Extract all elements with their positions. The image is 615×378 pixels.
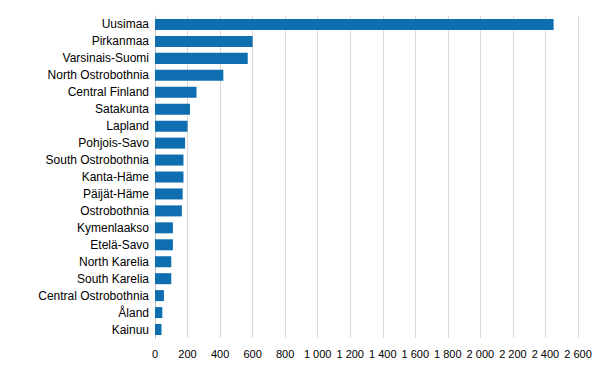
svg-text:South Karelia: South Karelia (77, 272, 149, 286)
svg-text:Kainuu: Kainuu (112, 323, 149, 337)
svg-text:Uusimaa: Uusimaa (102, 17, 150, 31)
svg-text:North Karelia: North Karelia (79, 255, 149, 269)
svg-text:2 400: 2 400 (532, 348, 560, 360)
svg-text:Pohjois-Savo: Pohjois-Savo (78, 136, 149, 150)
svg-text:1 000: 1 000 (304, 348, 332, 360)
svg-text:400: 400 (211, 348, 229, 360)
svg-text:Kanta-Häme: Kanta-Häme (82, 170, 150, 184)
svg-text:2 000: 2 000 (467, 348, 495, 360)
svg-text:North Ostrobothnia: North Ostrobothnia (48, 68, 150, 82)
svg-text:1 200: 1 200 (336, 348, 364, 360)
svg-text:Kymenlaakso: Kymenlaakso (77, 221, 149, 235)
svg-text:Päijät-Häme: Päijät-Häme (83, 187, 149, 201)
svg-text:200: 200 (178, 348, 196, 360)
svg-text:Ostrobothnia: Ostrobothnia (80, 204, 149, 218)
svg-text:Åland: Åland (118, 305, 149, 320)
svg-text:800: 800 (276, 348, 294, 360)
svg-text:2 200: 2 200 (499, 348, 527, 360)
svg-text:Central Finland: Central Finland (68, 85, 149, 99)
svg-text:Varsinais-Suomi: Varsinais-Suomi (63, 51, 149, 65)
svg-text:South Ostrobothnia: South Ostrobothnia (46, 153, 150, 167)
svg-text:Satakunta: Satakunta (95, 102, 149, 116)
svg-text:Lapland: Lapland (106, 119, 149, 133)
svg-text:Pirkanmaa: Pirkanmaa (92, 34, 150, 48)
svg-text:1 400: 1 400 (369, 348, 397, 360)
svg-text:2 600: 2 600 (564, 348, 592, 360)
svg-text:Central Ostrobothnia: Central Ostrobothnia (38, 289, 149, 303)
svg-text:1 800: 1 800 (434, 348, 462, 360)
svg-text:1 600: 1 600 (402, 348, 430, 360)
svg-text:0: 0 (152, 348, 158, 360)
svg-text:Etelä-Savo: Etelä-Savo (90, 238, 149, 252)
svg-text:600: 600 (243, 348, 261, 360)
